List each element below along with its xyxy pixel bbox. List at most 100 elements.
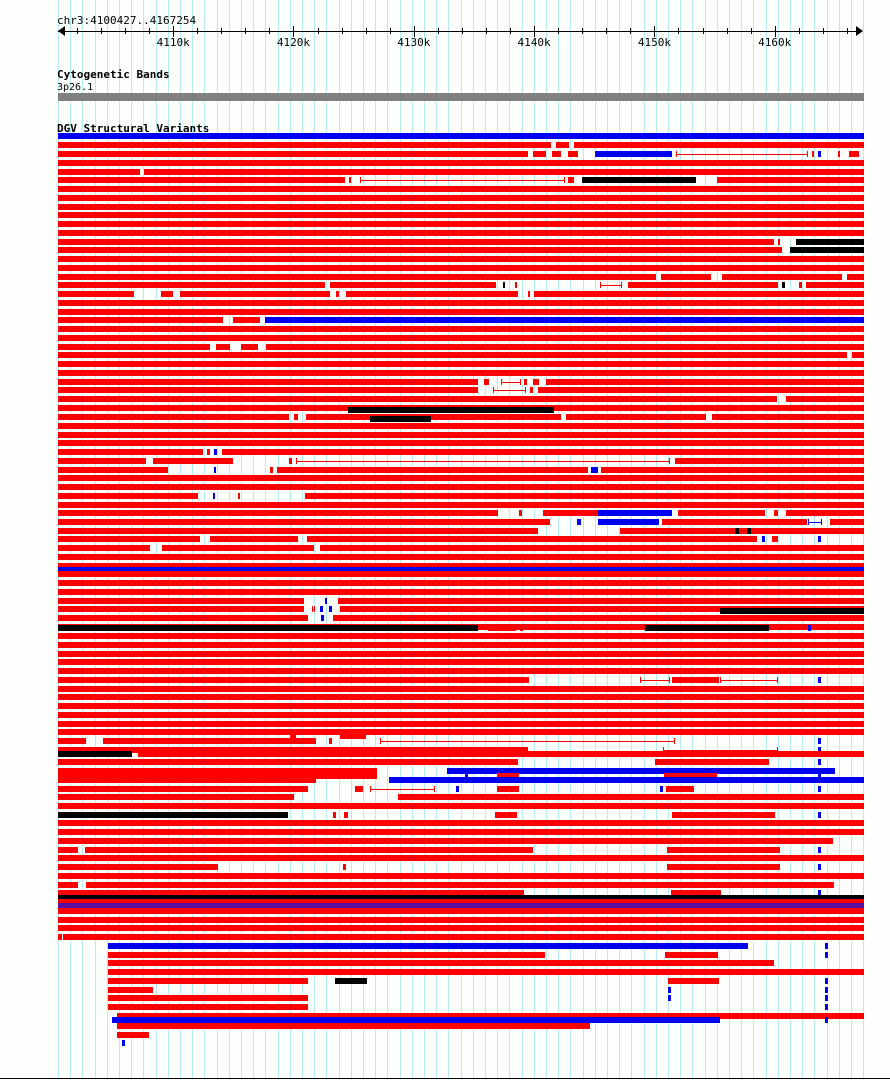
variant-feature[interactable] xyxy=(63,934,864,940)
variant-feature[interactable] xyxy=(108,952,545,958)
variant-feature[interactable] xyxy=(153,458,233,464)
variant-feature[interactable] xyxy=(108,960,774,966)
variant-feature[interactable] xyxy=(58,309,864,315)
variant-feature[interactable] xyxy=(818,759,821,765)
variant-feature[interactable] xyxy=(825,1017,828,1023)
variant-feature[interactable] xyxy=(818,773,821,779)
variant-feature-hollow[interactable] xyxy=(493,387,526,393)
variant-feature[interactable] xyxy=(668,978,719,984)
variant-feature[interactable] xyxy=(305,493,864,499)
variant-feature[interactable] xyxy=(495,812,517,818)
variant-feature[interactable] xyxy=(58,747,528,753)
variant-feature[interactable] xyxy=(530,387,533,393)
variant-feature[interactable] xyxy=(58,221,864,227)
variant-feature[interactable] xyxy=(520,625,523,631)
variant-feature[interactable] xyxy=(58,536,200,542)
variant-feature[interactable] xyxy=(346,291,518,297)
variant-feature[interactable] xyxy=(825,995,828,1001)
variant-feature[interactable] xyxy=(58,651,864,657)
variant-feature[interactable] xyxy=(58,554,864,560)
variant-feature[interactable] xyxy=(58,151,528,157)
variant-feature[interactable] xyxy=(556,142,569,148)
variant-feature[interactable] xyxy=(58,917,864,923)
variant-feature[interactable] xyxy=(720,608,864,614)
variant-feature-hollow[interactable] xyxy=(640,677,670,683)
variant-feature[interactable] xyxy=(672,677,719,683)
variant-feature[interactable] xyxy=(58,133,864,139)
variant-feature[interactable] xyxy=(58,890,524,896)
variant-feature[interactable] xyxy=(598,519,659,525)
variant-feature[interactable] xyxy=(568,177,574,183)
variant-feature[interactable] xyxy=(58,803,864,809)
variant-feature[interactable] xyxy=(58,387,478,393)
variant-feature[interactable] xyxy=(321,615,324,621)
variant-feature[interactable] xyxy=(398,794,864,800)
variant-feature[interactable] xyxy=(790,247,864,253)
variant-feature[interactable] xyxy=(852,352,864,358)
variant-feature[interactable] xyxy=(58,721,864,727)
variant-feature[interactable] xyxy=(58,786,308,792)
variant-feature-hollow[interactable] xyxy=(808,519,822,525)
variant-feature[interactable] xyxy=(58,703,864,709)
variant-feature[interactable] xyxy=(307,536,757,542)
variant-feature[interactable] xyxy=(330,282,496,288)
variant-feature[interactable] xyxy=(762,536,765,542)
variant-feature[interactable] xyxy=(58,502,864,508)
variant-feature[interactable] xyxy=(58,873,864,879)
variant-feature[interactable] xyxy=(808,625,811,631)
variant-feature[interactable] xyxy=(325,598,327,604)
variant-feature[interactable] xyxy=(58,838,833,844)
variant-feature[interactable] xyxy=(661,274,711,280)
variant-feature[interactable] xyxy=(546,379,864,385)
variant-feature-hollow[interactable] xyxy=(370,786,435,792)
variant-feature[interactable] xyxy=(786,396,864,402)
variant-feature[interactable] xyxy=(456,786,459,792)
variant-feature[interactable] xyxy=(233,317,260,323)
variant-feature[interactable] xyxy=(672,812,775,818)
variant-feature[interactable] xyxy=(58,864,218,870)
variant-feature[interactable] xyxy=(103,738,316,744)
variant-feature[interactable] xyxy=(825,978,828,984)
variant-feature[interactable] xyxy=(266,344,864,350)
variant-feature[interactable] xyxy=(543,510,598,516)
variant-feature[interactable] xyxy=(847,274,864,280)
variant-feature[interactable] xyxy=(108,1004,308,1010)
variant-feature[interactable] xyxy=(58,247,782,253)
variant-feature[interactable] xyxy=(58,934,62,940)
variant-feature[interactable] xyxy=(58,458,146,464)
variant-feature[interactable] xyxy=(675,458,864,464)
variant-feature[interactable] xyxy=(214,449,217,455)
variant-feature[interactable] xyxy=(162,545,314,551)
variant-feature[interactable] xyxy=(207,449,210,455)
variant-feature[interactable] xyxy=(818,786,821,792)
variant-feature-hollow[interactable] xyxy=(663,747,778,753)
variant-feature[interactable] xyxy=(58,829,864,835)
variant-feature[interactable] xyxy=(782,282,785,288)
variant-feature[interactable] xyxy=(58,396,777,402)
variant-feature[interactable] xyxy=(519,510,522,516)
variant-feature[interactable] xyxy=(58,686,864,692)
variant-feature[interactable] xyxy=(722,274,842,280)
variant-feature[interactable] xyxy=(370,416,431,422)
variant-feature[interactable] xyxy=(58,467,168,473)
variant-feature[interactable] xyxy=(290,733,296,739)
variant-feature[interactable] xyxy=(58,768,377,774)
variant-feature[interactable] xyxy=(849,151,859,157)
variant-feature[interactable] xyxy=(58,751,132,757)
variant-feature[interactable] xyxy=(58,571,864,577)
variant-feature[interactable] xyxy=(58,344,210,350)
variant-feature[interactable] xyxy=(238,493,240,499)
variant-feature[interactable] xyxy=(265,317,864,323)
variant-feature[interactable] xyxy=(58,847,78,853)
variant-feature[interactable] xyxy=(58,423,864,429)
variant-feature-tick[interactable] xyxy=(838,151,840,157)
variant-feature[interactable] xyxy=(320,606,323,612)
variant-feature[interactable] xyxy=(58,777,316,783)
variant-feature[interactable] xyxy=(117,1032,149,1038)
variant-feature[interactable] xyxy=(58,370,864,376)
variant-feature[interactable] xyxy=(58,326,864,332)
variant-feature-hollow[interactable] xyxy=(312,606,315,612)
variant-feature[interactable] xyxy=(818,890,821,896)
variant-feature[interactable] xyxy=(343,864,346,870)
